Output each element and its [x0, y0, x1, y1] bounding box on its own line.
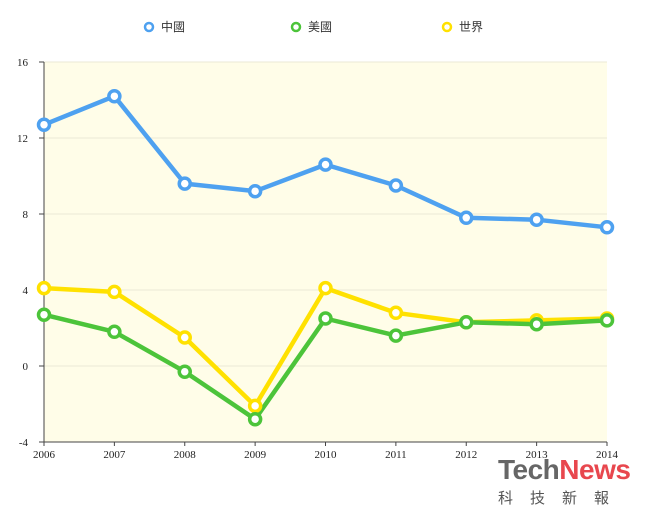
data-point[interactable]: [247, 398, 263, 414]
x-tick-label: 2013: [526, 449, 549, 461]
data-point[interactable]: [107, 324, 122, 340]
y-tick-label: 16: [17, 57, 29, 69]
series-layer: [36, 88, 615, 427]
x-tick-label: 2012: [455, 449, 477, 461]
data-point[interactable]: [247, 411, 263, 427]
x-tick-label: 2007: [103, 449, 126, 461]
data-point[interactable]: [529, 316, 544, 332]
data-point[interactable]: [459, 210, 474, 226]
x-axis-ticks: 2006 2007 2008 2009 2010 2011 2012 2013 2014: [33, 442, 619, 461]
data-point[interactable]: [36, 307, 52, 322]
technews-logo: TechNews 科技新報: [498, 455, 648, 508]
data-point[interactable]: [318, 157, 333, 172]
data-point[interactable]: [177, 176, 192, 191]
legend-item-usa[interactable]: 美國: [290, 18, 332, 35]
data-point[interactable]: [36, 117, 52, 132]
data-point[interactable]: [247, 183, 263, 199]
x-tick-label: 2006: [33, 449, 56, 461]
logo-subtitle: 科技新報: [498, 489, 627, 507]
data-point[interactable]: [529, 212, 544, 227]
y-tick-label: -4: [19, 437, 29, 449]
data-point[interactable]: [36, 280, 52, 296]
data-point[interactable]: [459, 315, 474, 330]
data-point[interactable]: [388, 328, 404, 343]
x-tick-label: 2009: [244, 449, 267, 461]
legend-item-china[interactable]: 中國: [143, 18, 185, 35]
x-tick-label: 2011: [385, 449, 407, 461]
plot-background: [44, 62, 607, 442]
data-point[interactable]: [318, 280, 333, 296]
data-point[interactable]: [107, 88, 122, 104]
data-point[interactable]: [107, 284, 122, 300]
y-tick-label: 0: [23, 361, 29, 373]
data-point[interactable]: [177, 330, 192, 345]
x-tick-label: 2010: [315, 449, 338, 461]
y-tick-label: 12: [17, 133, 28, 145]
legend-marker-icon: [290, 21, 302, 32]
data-point[interactable]: [599, 313, 615, 328]
logo-tech-text: Tech: [498, 454, 560, 485]
legend-item-world[interactable]: 世界: [441, 18, 483, 35]
y-tick-label: 4: [23, 285, 29, 297]
data-point[interactable]: [599, 220, 615, 235]
grid-lines: [44, 61, 607, 367]
legend-label: 世界: [459, 20, 484, 34]
legend-label: 中國: [161, 20, 186, 34]
data-point[interactable]: [388, 305, 404, 321]
x-tick-label: 2014: [596, 449, 619, 461]
legend-marker-icon: [441, 21, 453, 32]
y-tick-label: 8: [23, 209, 29, 221]
data-point[interactable]: [318, 311, 333, 326]
legend-marker-icon: [143, 21, 155, 32]
logo-news-text: News: [559, 454, 631, 485]
legend: 中國 美國 世界: [0, 18, 655, 38]
legend-label: 美國: [308, 20, 333, 34]
logo-wordmark: TechNews: [498, 455, 648, 485]
data-point[interactable]: [388, 178, 404, 193]
data-point[interactable]: [177, 364, 192, 379]
x-tick-label: 2008: [174, 449, 197, 461]
y-axis-ticks: -4 0 4 8 12 16: [17, 57, 44, 449]
